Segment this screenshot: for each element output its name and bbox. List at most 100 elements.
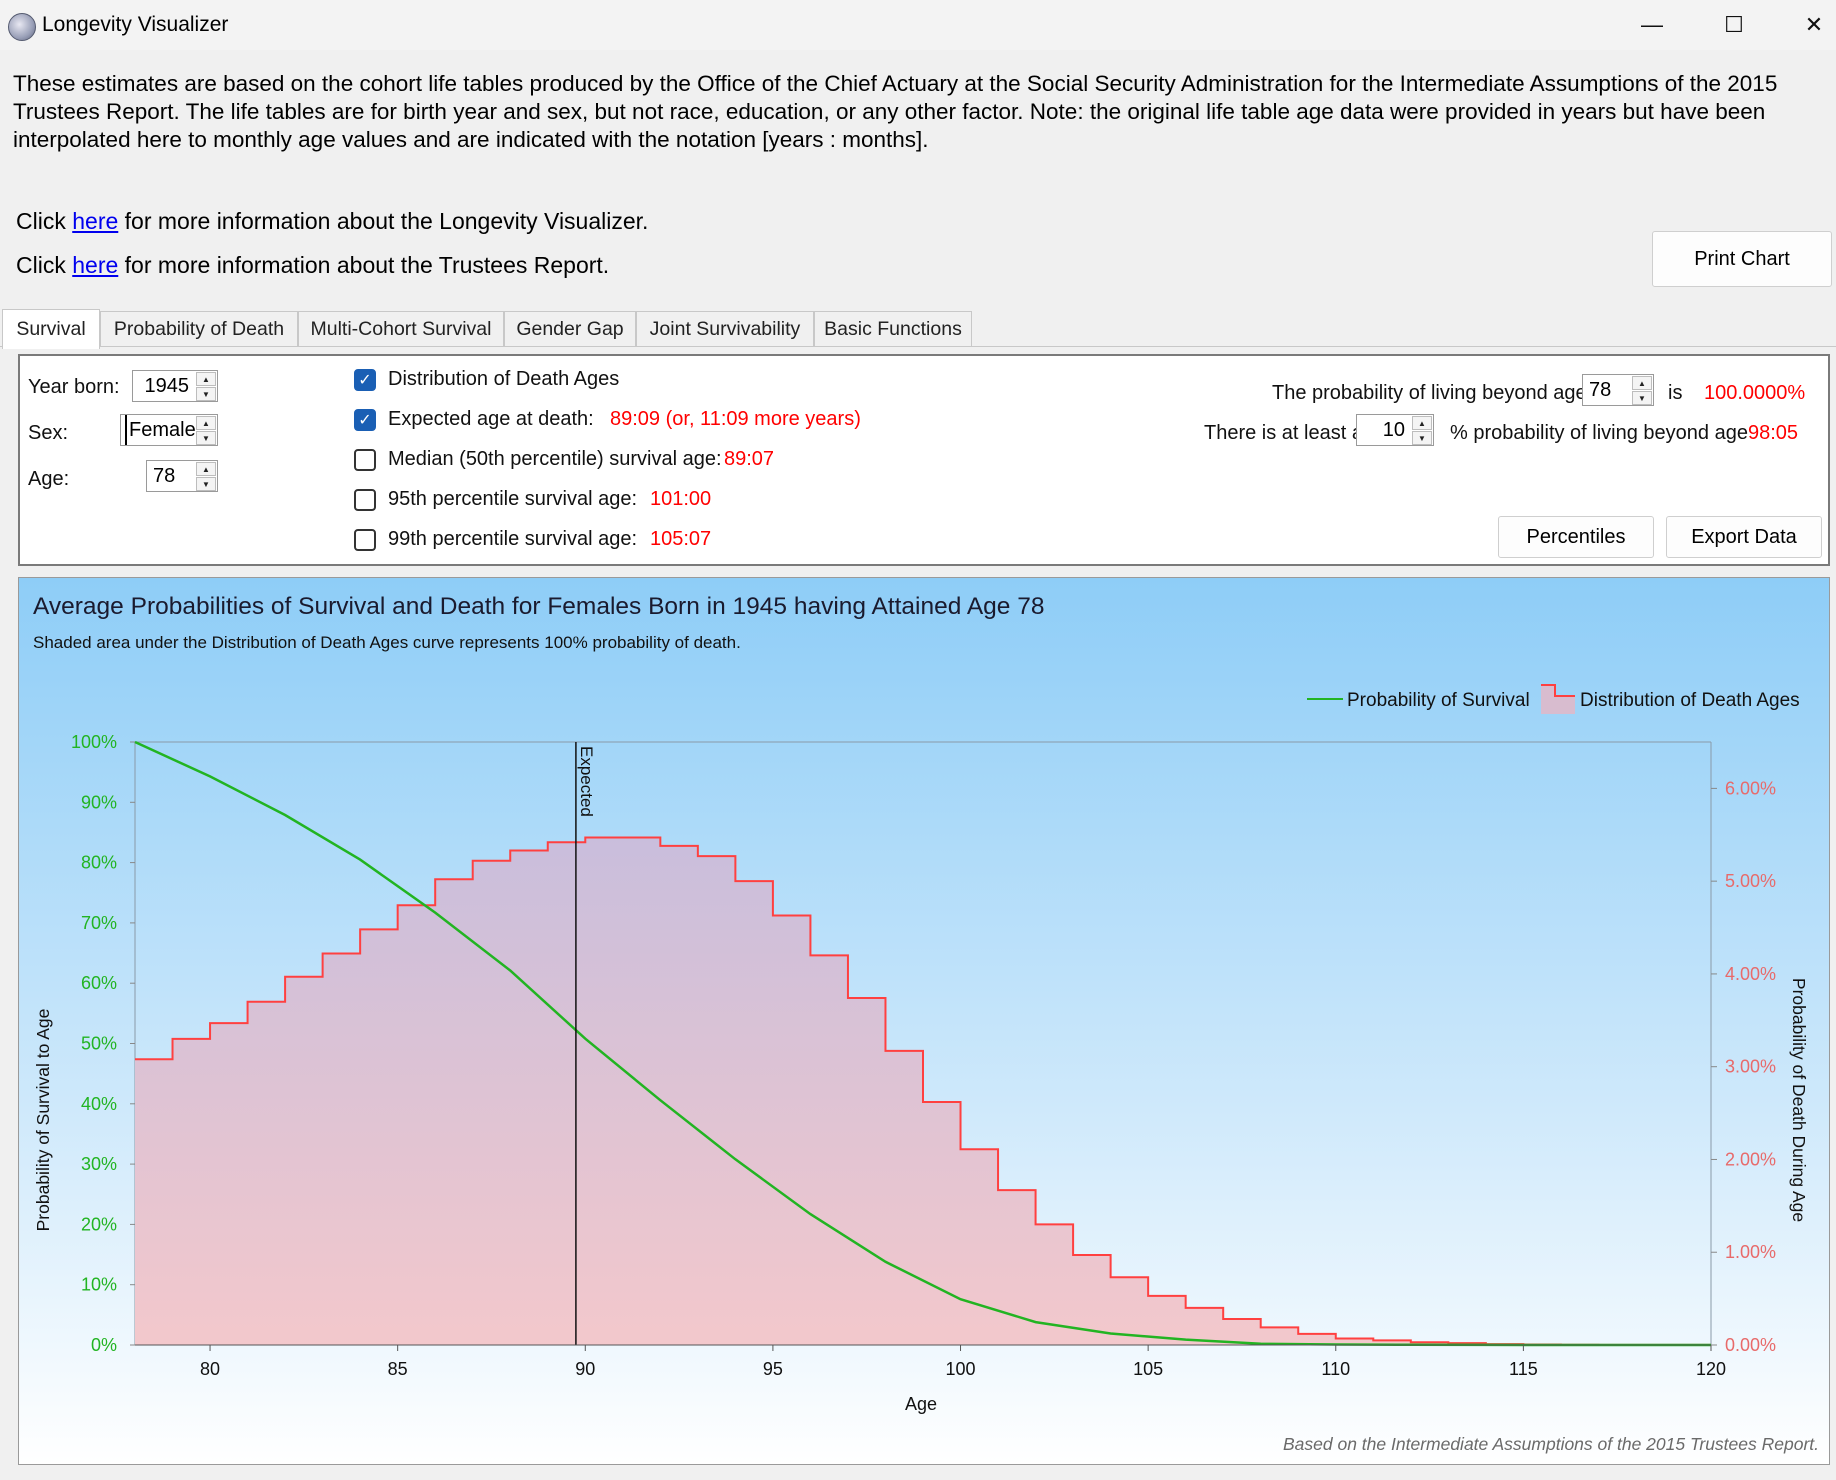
- right-tick-label: 2.00%: [1725, 1149, 1776, 1169]
- distribution-checkbox[interactable]: ✓: [354, 369, 376, 391]
- tab-probability-of-death[interactable]: Probability of Death: [100, 311, 298, 347]
- left-tick-label: 20%: [81, 1214, 117, 1234]
- at-least-label: There is at least a: [1204, 422, 1363, 444]
- info-suffix: for more information about the Trustees …: [118, 252, 610, 278]
- minimize-button[interactable]: —: [1641, 12, 1663, 37]
- legend-death-swatch-fill: [1541, 685, 1575, 714]
- death-distribution-line: [135, 836, 1711, 1346]
- p95-checkbox[interactable]: [354, 489, 376, 511]
- right-tick-label: 1.00%: [1725, 1242, 1776, 1262]
- survival-chart: Average Probabilities of Survival and De…: [33, 593, 1819, 1454]
- sex-label: Sex:: [28, 422, 69, 444]
- expected-age-checkbox[interactable]: ✓: [354, 409, 376, 431]
- left-tick-label: 10%: [81, 1275, 117, 1295]
- info-prefix: Click: [16, 252, 73, 278]
- left-tick-label: 90%: [81, 792, 117, 812]
- left-tick-label: 70%: [81, 913, 117, 933]
- year-born-spinner[interactable]: 1945 ▲ ▼: [132, 370, 218, 402]
- p99-label: 99th percentile survival age:: [388, 528, 638, 550]
- export-data-button[interactable]: Export Data: [1666, 516, 1822, 558]
- chart-title: Average Probabilities of Survival and De…: [33, 593, 1045, 620]
- spin-down-icon[interactable]: ▼: [196, 387, 216, 401]
- spin-up-icon[interactable]: ▲: [196, 416, 216, 430]
- x-tick-label: 90: [575, 1359, 595, 1379]
- spin-up-icon[interactable]: ▲: [196, 462, 216, 476]
- expected-age-label: Expected age at death:: [388, 408, 594, 430]
- legend-death-label: Distribution of Death Ages: [1580, 690, 1800, 711]
- percent-probability-label: % probability of living beyond age: [1450, 422, 1748, 444]
- chart-footnote: Based on the Intermediate Assumptions of…: [1283, 1434, 1819, 1454]
- tab-basic-functions[interactable]: Basic Functions: [814, 311, 972, 347]
- expected-marker-label: Expected: [577, 746, 596, 817]
- living-beyond-result: 100.0000%: [1704, 382, 1806, 404]
- tab-divider: [0, 346, 1836, 347]
- spin-down-icon[interactable]: ▼: [1412, 431, 1432, 445]
- age-spinner[interactable]: 78 ▲ ▼: [146, 460, 218, 492]
- spin-up-icon[interactable]: ▲: [1632, 376, 1652, 390]
- tab-gender-gap[interactable]: Gender Gap: [504, 311, 636, 347]
- p99-value: 105:07: [650, 528, 712, 550]
- x-tick-label: 120: [1696, 1359, 1726, 1379]
- right-tick-label: 5.00%: [1725, 871, 1776, 891]
- legend-death-swatch-line: [1541, 684, 1575, 697]
- percentiles-button[interactable]: Percentiles: [1498, 516, 1654, 558]
- left-tick-label: 80%: [81, 853, 117, 873]
- left-tick-label: 50%: [81, 1034, 117, 1054]
- x-tick-label: 100: [946, 1359, 976, 1379]
- close-button[interactable]: ✕: [1804, 12, 1824, 37]
- title-bar: Longevity Visualizer — ☐ ✕: [0, 0, 1836, 50]
- sex-value[interactable]: Female: [125, 415, 196, 445]
- info-prefix: Click: [16, 208, 73, 234]
- p95-value: 101:00: [650, 488, 712, 510]
- spin-up-icon[interactable]: ▲: [1412, 416, 1432, 430]
- right-axis-title: Probability of Death During Age: [1789, 978, 1809, 1222]
- x-tick-label: 80: [200, 1359, 220, 1379]
- median-value: 89:07: [724, 448, 775, 470]
- tab-joint-survivability[interactable]: Joint Survivability: [636, 311, 814, 347]
- x-tick-label: 85: [388, 1359, 408, 1379]
- age-value[interactable]: 78: [153, 464, 176, 487]
- left-tick-label: 40%: [81, 1094, 117, 1114]
- age-label: Age:: [28, 468, 70, 490]
- percent-value[interactable]: 10: [1382, 418, 1405, 441]
- chart-area: Average Probabilities of Survival and De…: [18, 577, 1830, 1465]
- left-tick-label: 60%: [81, 973, 117, 993]
- tab-multi-cohort-survival[interactable]: Multi-Cohort Survival: [298, 311, 504, 347]
- right-tick-label: 6.00%: [1725, 778, 1776, 798]
- trustees-info-link[interactable]: here: [72, 252, 119, 278]
- sex-spinner[interactable]: Female ▲ ▼: [120, 414, 218, 446]
- spin-down-icon[interactable]: ▼: [196, 477, 216, 491]
- visualizer-info-link[interactable]: here: [72, 208, 119, 234]
- expected-age-value: 89:09 (or, 11:09 more years): [610, 408, 861, 430]
- living-beyond-age-spinner[interactable]: 78 ▲ ▼: [1582, 374, 1654, 406]
- spin-up-icon[interactable]: ▲: [196, 372, 216, 386]
- distribution-label: Distribution of Death Ages: [388, 368, 620, 390]
- median-label: Median (50th percentile) survival age:: [388, 448, 722, 470]
- left-tick-label: 0%: [91, 1335, 117, 1355]
- percentile-age-result: 98:05: [1748, 422, 1799, 444]
- info-line-trustees: Click here for more information about th…: [16, 252, 609, 279]
- percent-spinner[interactable]: 10 ▲ ▼: [1356, 414, 1434, 446]
- x-tick-label: 95: [763, 1359, 783, 1379]
- info-suffix: for more information about the Longevity…: [118, 208, 649, 234]
- spin-down-icon[interactable]: ▼: [1632, 391, 1652, 405]
- app-icon: [8, 13, 36, 41]
- p95-label: 95th percentile survival age:: [388, 488, 638, 510]
- tab-survival[interactable]: Survival: [2, 309, 100, 349]
- x-tick-label: 110: [1321, 1359, 1350, 1379]
- legend-survival-label: Probability of Survival: [1347, 690, 1530, 711]
- plot-area: Expected 80 85 90 95 100 105 110 115 120 0% 10% 20% 3…: [71, 732, 1776, 1379]
- is-label: is: [1668, 382, 1683, 404]
- survival-controls-panel: Year born: 1945 ▲ ▼ Sex: Female ▲ ▼ Age: 7…: [18, 354, 1830, 566]
- living-beyond-label: The probability of living beyond age: [1272, 382, 1587, 404]
- median-checkbox[interactable]: [354, 449, 376, 471]
- p99-checkbox[interactable]: [354, 529, 376, 551]
- living-beyond-age-value[interactable]: 78: [1589, 378, 1612, 401]
- year-born-label: Year born:: [28, 376, 120, 398]
- window-title: Longevity Visualizer: [42, 13, 229, 36]
- maximize-button[interactable]: ☐: [1724, 12, 1744, 37]
- right-tick-label: 0.00%: [1725, 1335, 1776, 1355]
- print-chart-button[interactable]: Print Chart: [1652, 231, 1832, 287]
- spin-down-icon[interactable]: ▼: [196, 431, 216, 445]
- year-born-value[interactable]: 1945: [144, 374, 190, 397]
